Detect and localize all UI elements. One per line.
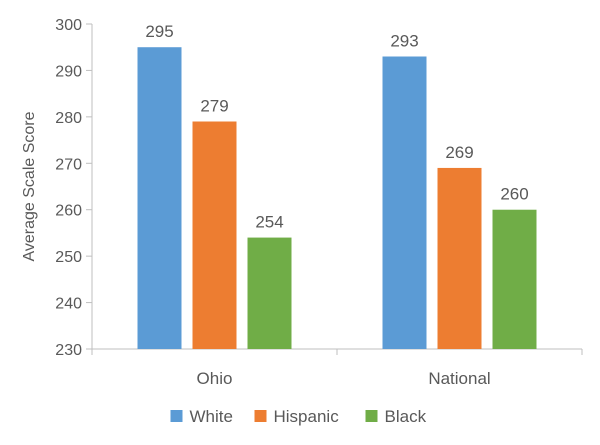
y-axis-title: Average Scale Score	[21, 111, 38, 261]
bar-ohio-white	[137, 47, 182, 349]
bar-national-hispanic	[437, 167, 482, 349]
bar-national-white	[382, 56, 427, 349]
data-label: 295	[145, 22, 173, 41]
legend-swatch-black	[365, 410, 378, 422]
legend-label-white: White	[190, 407, 233, 426]
data-labels-layer: 295 279 254 293 269 260	[145, 22, 528, 231]
y-tick-label: 230	[55, 342, 82, 359]
legend-label-black: Black	[385, 407, 427, 426]
y-tick-label: 260	[55, 203, 82, 220]
data-label: 279	[200, 97, 228, 116]
y-tick-label: 300	[55, 17, 82, 34]
bar-ohio-black	[247, 237, 292, 349]
legend-label-hispanic: Hispanic	[274, 407, 340, 426]
legend: White Hispanic Black	[170, 407, 427, 426]
legend-swatch-white	[170, 410, 183, 422]
y-tick-label: 290	[55, 63, 82, 80]
data-label: 254	[255, 213, 283, 232]
y-tick-label: 250	[55, 249, 82, 266]
data-label: 260	[500, 185, 528, 204]
bars-layer	[137, 47, 537, 349]
y-tick-label: 240	[55, 296, 82, 313]
legend-swatch-hispanic	[254, 410, 267, 422]
data-label: 269	[445, 143, 473, 162]
y-tick-label: 270	[55, 156, 82, 173]
axis-layer: 230 240 250 260 270 280 290 300 Average Scale Sc…	[21, 17, 583, 388]
bar-national-black	[492, 209, 537, 349]
y-tick-label: 280	[55, 110, 82, 127]
x-category-label: Ohio	[197, 369, 233, 388]
bar-ohio-hispanic	[192, 121, 237, 349]
x-category-label: National	[428, 369, 490, 388]
data-label: 293	[390, 32, 418, 51]
